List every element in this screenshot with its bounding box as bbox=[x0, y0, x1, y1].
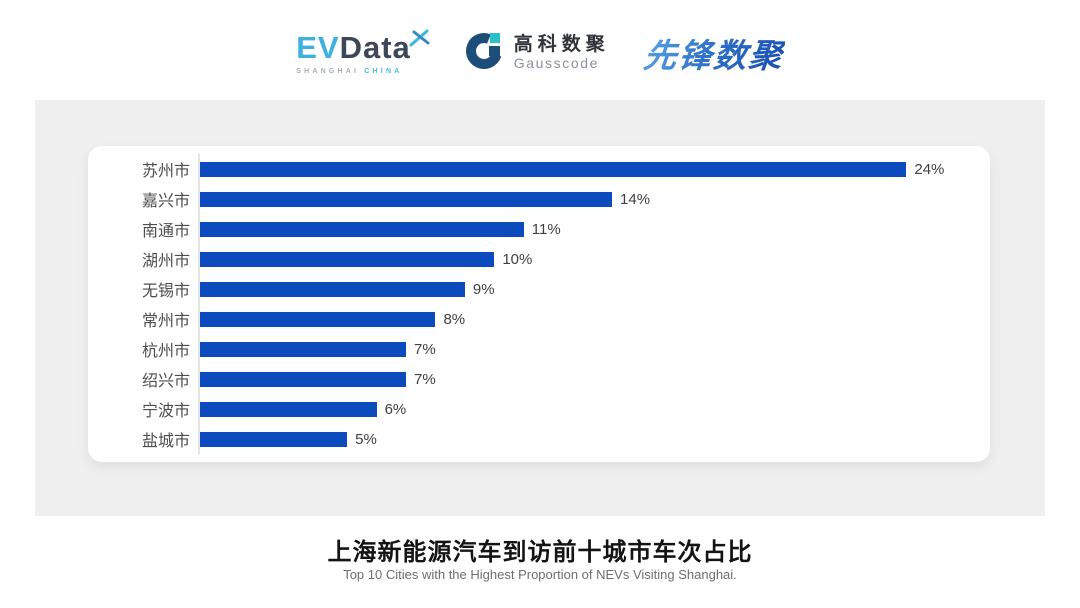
evdata-logo: EV Data SHANGHAI CHINA bbox=[296, 29, 430, 75]
chart-row: 嘉兴市 14% bbox=[102, 184, 972, 214]
category-label: 南通市 bbox=[141, 223, 190, 240]
gausscode-g-icon bbox=[463, 30, 505, 77]
evdata-tagline: SHANGHAI CHINA bbox=[296, 68, 402, 75]
evdata-tagline-china: CHINA bbox=[364, 67, 403, 75]
value-label: 14% bbox=[620, 190, 651, 208]
chart-row: 宁波市 6% bbox=[102, 394, 972, 424]
bar-track: 5% bbox=[198, 424, 972, 454]
value-label: 5% bbox=[355, 430, 377, 448]
chart-row: 湖州市 10% bbox=[102, 244, 972, 274]
bar-track: 8% bbox=[198, 304, 972, 334]
category-label: 盐城市 bbox=[141, 433, 190, 450]
chart-title: 上海新能源汽车到访前十城市车次占比 bbox=[327, 539, 753, 566]
chart-row: 盐城市 5% bbox=[102, 424, 972, 454]
evdata-tagline-shanghai: SHANGHAI bbox=[296, 67, 360, 75]
evdata-x-icon bbox=[409, 28, 431, 53]
bar bbox=[200, 431, 348, 447]
category-label: 绍兴市 bbox=[141, 373, 190, 390]
value-label: 8% bbox=[443, 310, 466, 328]
bar-track: 14% bbox=[198, 184, 972, 214]
value-label: 6% bbox=[384, 400, 407, 418]
bar-track: 7% bbox=[198, 364, 972, 394]
chart-card: 苏州市 24% 嘉兴市 14% 南通市 11% 湖州市 10% 无锡市 9% 常州市 8% 杭州市 7% 绍… bbox=[88, 146, 990, 462]
bar bbox=[200, 401, 377, 417]
bar-track: 10% bbox=[198, 244, 972, 274]
gausscode-cn-name: 高科数聚 bbox=[513, 34, 610, 56]
chart-row: 苏州市 24% bbox=[102, 154, 972, 184]
category-label: 苏州市 bbox=[141, 163, 190, 180]
bar-track: 11% bbox=[198, 214, 972, 244]
gausscode-en-name: Gausscode bbox=[513, 55, 599, 72]
value-label: 9% bbox=[472, 280, 495, 298]
bar bbox=[200, 161, 907, 177]
chart-row: 绍兴市 7% bbox=[102, 364, 972, 394]
category-label: 杭州市 bbox=[141, 343, 190, 360]
chart-row: 常州市 8% bbox=[102, 304, 972, 334]
category-label: 湖州市 bbox=[141, 253, 190, 270]
chart-rows: 苏州市 24% 嘉兴市 14% 南通市 11% 湖州市 10% 无锡市 9% 常州市 8% 杭州市 7% 绍… bbox=[102, 154, 972, 454]
chart-panel: 苏州市 24% 嘉兴市 14% 南通市 11% 湖州市 10% 无锡市 9% 常州市 8% 杭州市 7% 绍… bbox=[35, 100, 1045, 516]
category-label: 常州市 bbox=[141, 313, 190, 330]
value-label: 7% bbox=[414, 370, 436, 388]
gausscode-text-block: 高科数聚 Gausscode bbox=[514, 35, 610, 71]
bar bbox=[200, 221, 524, 237]
chart-row: 无锡市 9% bbox=[102, 274, 972, 304]
bar bbox=[200, 311, 436, 327]
bar bbox=[200, 191, 613, 207]
bar-track: 9% bbox=[198, 274, 972, 304]
value-label: 11% bbox=[531, 220, 561, 238]
bar-track: 24% bbox=[198, 154, 972, 184]
bar bbox=[200, 281, 465, 297]
bar bbox=[200, 371, 407, 387]
chart-row: 南通市 11% bbox=[102, 214, 972, 244]
chart-subtitle: Top 10 Cities with the Highest Proportio… bbox=[343, 567, 737, 582]
evdata-ev-text: EV bbox=[296, 29, 340, 65]
chart-row: 杭州市 7% bbox=[102, 334, 972, 364]
value-label: 7% bbox=[414, 340, 436, 358]
value-label: 24% bbox=[914, 160, 945, 178]
category-label: 无锡市 bbox=[141, 283, 190, 300]
bar bbox=[200, 341, 407, 357]
gausscode-logo: 高科数聚 Gausscode bbox=[463, 30, 610, 77]
bar bbox=[200, 251, 495, 267]
bar-track: 7% bbox=[198, 334, 972, 364]
value-label: 10% bbox=[502, 250, 533, 268]
category-label: 宁波市 bbox=[141, 403, 190, 420]
evdata-wordmark: EV Data bbox=[296, 32, 411, 63]
xianfeng-shuju-logo: 先锋数聚 bbox=[641, 29, 786, 77]
logo-strip: EV Data SHANGHAI CHINA 高科数聚 Gausscode 先锋数… bbox=[0, 20, 1080, 86]
evdata-data-text: Data bbox=[339, 29, 411, 65]
category-label: 嘉兴市 bbox=[141, 193, 190, 210]
bar-track: 6% bbox=[198, 394, 972, 424]
